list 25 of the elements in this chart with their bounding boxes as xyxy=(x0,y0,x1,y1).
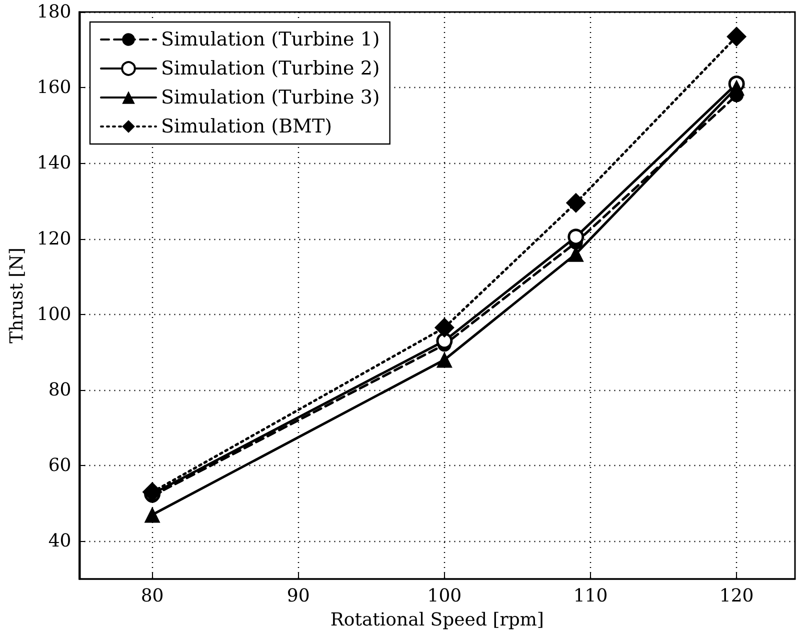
legend-label: Simulation (Turbine 3) xyxy=(161,86,380,108)
y-tick-label: 180 xyxy=(36,2,72,22)
x-tick-label: 120 xyxy=(719,586,754,606)
legend-label: Simulation (Turbine 1) xyxy=(161,28,380,50)
point xyxy=(436,352,452,368)
point xyxy=(726,26,747,47)
y-tick-label: 160 xyxy=(36,77,72,98)
y-tick-label: 40 xyxy=(48,530,72,552)
point xyxy=(434,318,454,338)
y-tick-label: 120 xyxy=(36,228,72,250)
x-tick-label: 100 xyxy=(427,586,462,606)
x-tick-label: 90 xyxy=(286,586,310,606)
x-tick-label: 110 xyxy=(573,586,608,606)
y-tick-label: 60 xyxy=(48,455,72,476)
x-axis-title: Rotational Speed [rpm] xyxy=(330,610,544,630)
y-axis-title: Thrust [N] xyxy=(6,248,28,344)
legend-label: Simulation (BMT) xyxy=(161,116,332,138)
y-tick-label: 140 xyxy=(36,152,72,174)
y-tick-label: 80 xyxy=(48,380,72,400)
point xyxy=(728,80,745,96)
x-tick-label: 80 xyxy=(140,586,164,606)
y-tick-label: 100 xyxy=(36,304,72,325)
legend-label: Simulation (Turbine 2) xyxy=(161,58,380,80)
point xyxy=(144,506,160,523)
point xyxy=(566,192,586,213)
